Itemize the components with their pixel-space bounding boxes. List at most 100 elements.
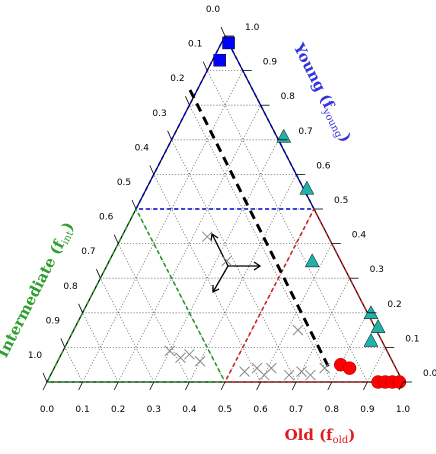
old-title-subscript: old	[333, 435, 349, 446]
int-title-suffix: )	[58, 219, 77, 234]
cross-marker	[164, 345, 176, 357]
young-tick-label: 0.6	[316, 161, 331, 171]
young-tick-label: 0.3	[370, 265, 384, 275]
old-tick	[149, 381, 155, 391]
cross-marker	[175, 352, 186, 364]
grid-line	[206, 70, 368, 383]
grid-line	[189, 105, 333, 383]
old-tick	[327, 381, 333, 391]
int-tick	[167, 130, 172, 140]
int-tick	[78, 303, 83, 313]
grid-line	[82, 70, 244, 383]
square-marker	[222, 36, 235, 50]
int-title-prefix: Intermediate (f	[0, 236, 69, 360]
cross-marker	[265, 362, 277, 374]
old-tick-label: 0.0	[40, 405, 55, 415]
triangle-marker	[363, 332, 379, 347]
int-tick	[42, 372, 48, 383]
int-tick-label: 0.3	[152, 109, 166, 119]
young-tick-label: 0.0	[423, 369, 436, 379]
cross-marker	[221, 255, 233, 267]
old-title-suffix: )	[348, 426, 355, 444]
young-tick-label: 0.4	[352, 231, 367, 241]
grid-line	[367, 347, 386, 383]
grid-line	[64, 347, 83, 383]
int-tick	[220, 26, 226, 37]
direction-arrows	[210, 232, 262, 294]
young-tick-label: 0.2	[387, 300, 401, 310]
markers	[164, 36, 407, 389]
int-tick	[202, 61, 208, 71]
cross-marker	[283, 369, 295, 381]
cross-marker	[184, 348, 195, 360]
cross-marker	[319, 362, 331, 374]
cross-marker	[305, 369, 316, 381]
grid-line	[171, 139, 297, 383]
old-axis-title: Old (fold)	[285, 426, 356, 446]
old-tick-label: 0.8	[325, 405, 340, 415]
young-title-subscript: young	[320, 106, 345, 140]
int-tick	[60, 338, 66, 348]
int-tick	[96, 269, 101, 279]
int-tick-label: 0.5	[117, 178, 131, 188]
int-tick	[149, 165, 155, 175]
triangle-marker	[363, 305, 379, 320]
old-tick-label: 0.6	[253, 405, 268, 415]
old-tick-label: 0.3	[147, 405, 161, 415]
circle-marker	[342, 361, 357, 375]
old-tick-label: 0.5	[218, 405, 232, 415]
int-tick-label: 0.2	[170, 74, 184, 84]
young-region	[134, 34, 316, 210]
int-tick-label: 0.8	[63, 282, 78, 292]
intermediate-region	[45, 207, 227, 383]
grid	[64, 70, 386, 383]
old-tick	[78, 381, 83, 391]
triangle-marker	[370, 319, 386, 333]
int-tick-label: 0.0	[206, 5, 221, 15]
old-tick	[185, 381, 190, 391]
old-region	[223, 207, 405, 383]
grid-line	[135, 208, 226, 383]
int-tick	[131, 199, 137, 210]
int-tick	[113, 234, 119, 244]
old-tick	[220, 381, 226, 391]
old-tick	[42, 381, 48, 391]
old-tick-label: 0.4	[182, 405, 197, 415]
grid-line	[82, 312, 119, 383]
triangle-marker	[276, 128, 292, 143]
old-tick	[113, 381, 119, 391]
int-tick-label: 0.1	[188, 40, 202, 50]
young-tick-label: 0.9	[263, 58, 278, 68]
young-title-prefix: Young (f	[289, 39, 338, 112]
young-tick-label: 0.8	[281, 92, 296, 102]
cross-marker	[201, 231, 213, 243]
cross-marker	[292, 324, 304, 336]
young-tick-label: 0.1	[405, 334, 419, 344]
int-tick	[185, 96, 190, 106]
int-tick-label: 0.6	[99, 213, 114, 223]
young-tick-label: 0.7	[298, 127, 312, 137]
int-tick-label: 1.0	[28, 351, 43, 361]
grid-line	[224, 208, 315, 383]
grid-line	[260, 243, 333, 383]
old-tick	[256, 381, 261, 391]
old-title-prefix: Old (f	[285, 426, 335, 444]
trend-line	[188, 89, 332, 371]
grid-line	[117, 105, 261, 383]
int-tick-label: 0.9	[46, 316, 61, 326]
int-tick-label: 0.4	[135, 143, 150, 153]
cross-marker	[239, 366, 250, 377]
old-tick	[398, 381, 404, 391]
old-tick-label: 0.1	[75, 405, 89, 415]
old-tick-label: 0.2	[111, 405, 125, 415]
young-tick-label: 1.0	[245, 23, 260, 33]
square-marker	[213, 53, 226, 67]
triangle-marker	[299, 180, 315, 195]
cross-marker	[194, 355, 206, 367]
old-tick-label: 1.0	[396, 405, 411, 415]
old-tick-label: 0.9	[360, 405, 375, 415]
grid-line	[117, 243, 190, 383]
old-tick	[291, 381, 297, 391]
triangle-marker	[304, 253, 320, 268]
